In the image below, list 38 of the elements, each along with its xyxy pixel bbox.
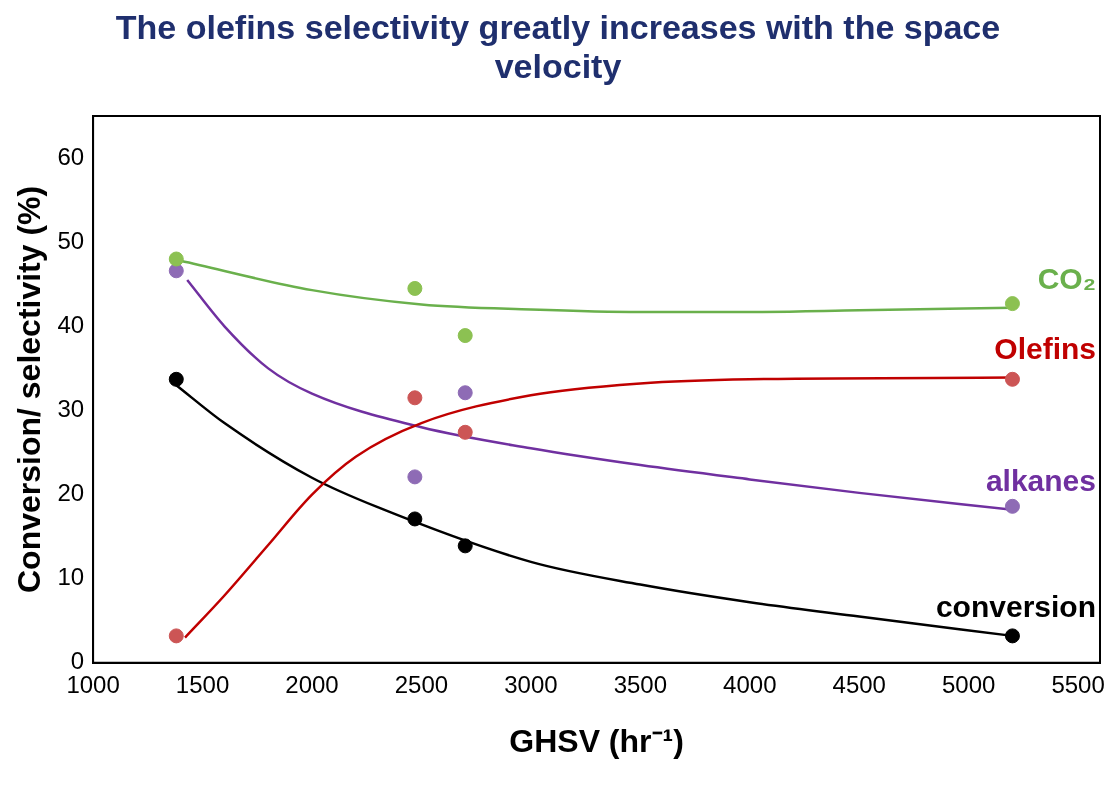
point <box>407 511 423 527</box>
series-label: CO₂ <box>1037 262 1096 296</box>
point <box>168 628 184 644</box>
point <box>168 263 184 279</box>
y-tick-label: 10 <box>57 563 85 591</box>
point <box>407 469 423 485</box>
point <box>457 385 473 401</box>
point <box>1004 628 1020 644</box>
chart-title: The olefins selectivity greatly increases with the space velocity <box>114 8 1002 86</box>
point <box>168 251 184 267</box>
point <box>407 390 423 406</box>
y-tick-label: 30 <box>57 395 85 423</box>
y-tick-label: 50 <box>57 226 85 254</box>
x-tick-label: 3000 <box>504 670 558 698</box>
point <box>1004 296 1020 312</box>
point <box>457 328 473 344</box>
x-tick-label: 3500 <box>613 670 668 698</box>
x-tick-label: 1500 <box>175 670 230 698</box>
y-tick-label: 60 <box>57 142 85 170</box>
series-label: conversion <box>935 590 1096 624</box>
x-tick-label: 2500 <box>394 670 449 698</box>
x-tick-label: 5500 <box>1051 670 1105 698</box>
point <box>407 280 423 296</box>
x-tick-label: 4500 <box>832 670 886 698</box>
x-axis-title: GHSV (hr⁻¹) <box>509 722 684 759</box>
series-label: Olefins <box>994 331 1096 365</box>
point <box>457 538 473 554</box>
point <box>457 424 473 440</box>
point <box>1004 498 1020 514</box>
x-tick-label: 2000 <box>285 670 339 698</box>
y-tick-label: 40 <box>57 310 85 338</box>
y-axis-title: Conversion/ selectivity (%) <box>11 185 48 594</box>
y-tick-label: 20 <box>57 479 85 507</box>
series-label: alkanes <box>985 463 1096 497</box>
x-tick-label: 4000 <box>723 670 777 698</box>
x-tick-label: 5000 <box>941 670 996 698</box>
point <box>1004 371 1020 387</box>
point <box>168 371 184 387</box>
